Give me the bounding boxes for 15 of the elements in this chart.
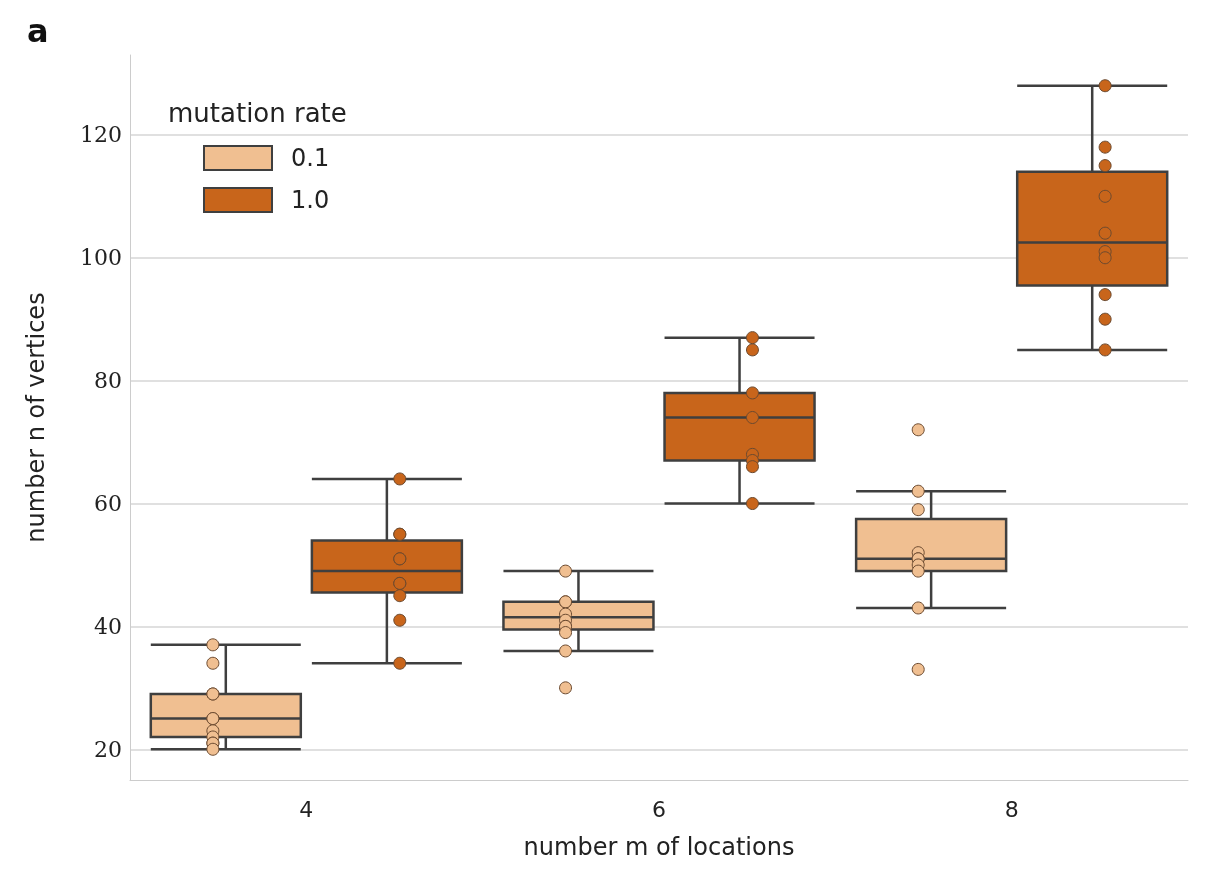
y-tick-label: 20 <box>94 736 122 762</box>
y-axis-title: number n of vertices <box>22 292 50 543</box>
y-tick-label: 100 <box>80 245 122 271</box>
y-tick-label: 40 <box>94 613 122 639</box>
x-tick-label: 6 <box>652 796 666 822</box>
legend-label: 0.1 <box>291 144 330 172</box>
x-tick-label: 8 <box>1004 796 1019 822</box>
x-axis-title: number m of locations <box>523 833 795 861</box>
chart-title: a <box>27 12 49 50</box>
y-tick-label: 80 <box>94 368 122 394</box>
y-tick-label: 60 <box>94 491 122 517</box>
y-tick-label: 120 <box>80 122 122 148</box>
legend-title: mutation rate <box>168 98 347 128</box>
legend-label: 1.0 <box>291 186 330 214</box>
x-tick-label: 4 <box>299 796 314 822</box>
